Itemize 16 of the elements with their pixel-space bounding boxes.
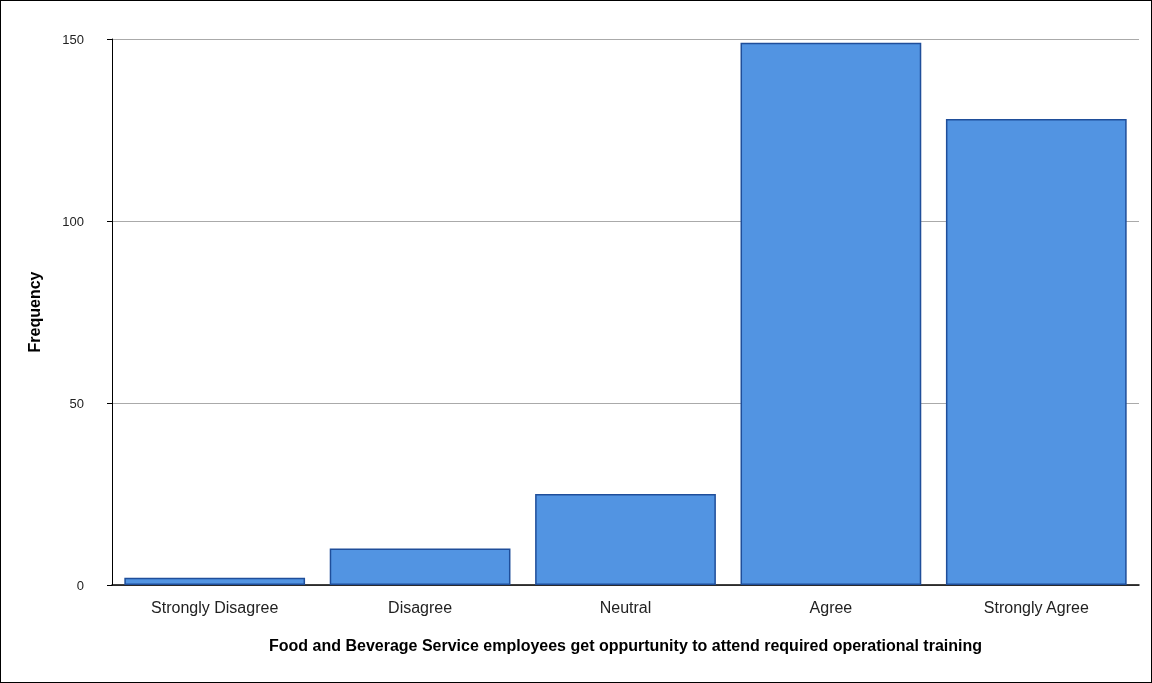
y-tick-label: 150 — [62, 31, 84, 47]
x-tick-label: Neutral — [599, 598, 652, 616]
y-tick-label: 0 — [76, 577, 84, 593]
bar — [945, 119, 1127, 585]
x-tick-label: Strongly Agree — [983, 598, 1089, 616]
x-tick-label: Disagree — [388, 598, 453, 616]
y-tick-label: 100 — [62, 213, 84, 229]
bar — [329, 548, 511, 585]
y-tick-label: 50 — [69, 395, 84, 411]
bar — [535, 494, 716, 585]
x-tick-label: Strongly Disagree — [151, 598, 279, 616]
bar — [740, 42, 922, 585]
bar — [124, 577, 306, 585]
x-tick-label: Agree — [809, 598, 853, 616]
x-axis-title: Food and Beverage Service employees get oppurtunity to attend required operational training — [268, 636, 983, 654]
y-axis-title: Frequency — [25, 271, 43, 353]
